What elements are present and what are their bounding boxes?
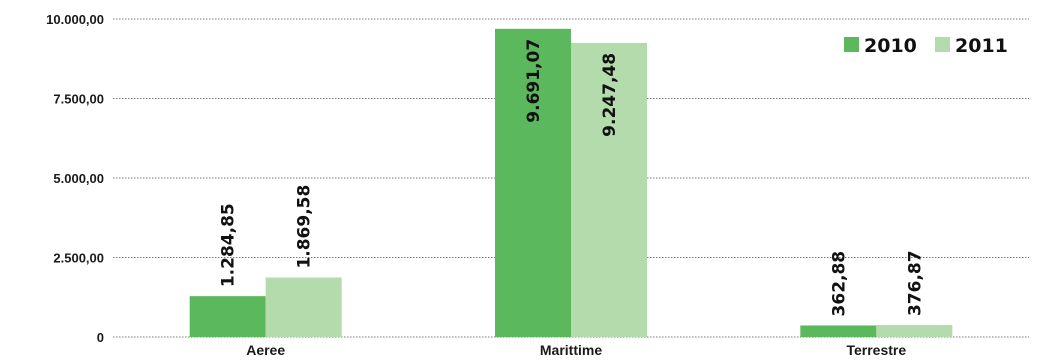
y-tick-label: 7.500,00	[53, 92, 104, 107]
x-category-label: Terrestre	[846, 342, 906, 358]
legend-label: 2011	[955, 35, 1008, 57]
legend-swatch-2011	[935, 37, 950, 52]
bars	[189, 28, 953, 337]
y-tick-label: 2.500,00	[53, 251, 104, 266]
bar-marittime-2010	[495, 28, 571, 337]
data-label: 376,87	[905, 250, 925, 316]
x-axis-category-labels: Aeree Marittime Terrestre	[246, 342, 906, 358]
y-tick-label: 0	[97, 330, 104, 345]
data-labels: 1.284,85 1.869,58 9.691,07 9.247,48 362,88 37…	[219, 39, 926, 317]
legend-swatch-2010	[844, 37, 859, 52]
bar-marittime-2011	[571, 42, 647, 337]
bar-aeree-2011	[265, 277, 342, 337]
y-tick-label: 5.000,00	[53, 171, 104, 186]
bar-terrestre-2010	[800, 325, 877, 337]
legend-label: 2010	[864, 35, 917, 57]
y-tick-label: 10.000,00	[46, 12, 104, 27]
bar-aeree-2010	[189, 296, 266, 337]
data-label: 9.247,48	[600, 53, 620, 137]
legend: 2010 2011	[844, 35, 1008, 57]
x-category-label: Marittime	[540, 342, 602, 358]
data-label: 362,88	[829, 251, 849, 317]
bar-terrestre-2011	[876, 325, 953, 337]
data-label: 1.869,58	[295, 185, 315, 269]
data-label: 9.691,07	[524, 39, 544, 123]
y-axis-tick-labels: 0 2.500,00 5.000,00 7.500,00 10.000,00	[46, 12, 104, 345]
x-category-label: Aeree	[246, 342, 285, 358]
data-label: 1.284,85	[219, 203, 239, 287]
